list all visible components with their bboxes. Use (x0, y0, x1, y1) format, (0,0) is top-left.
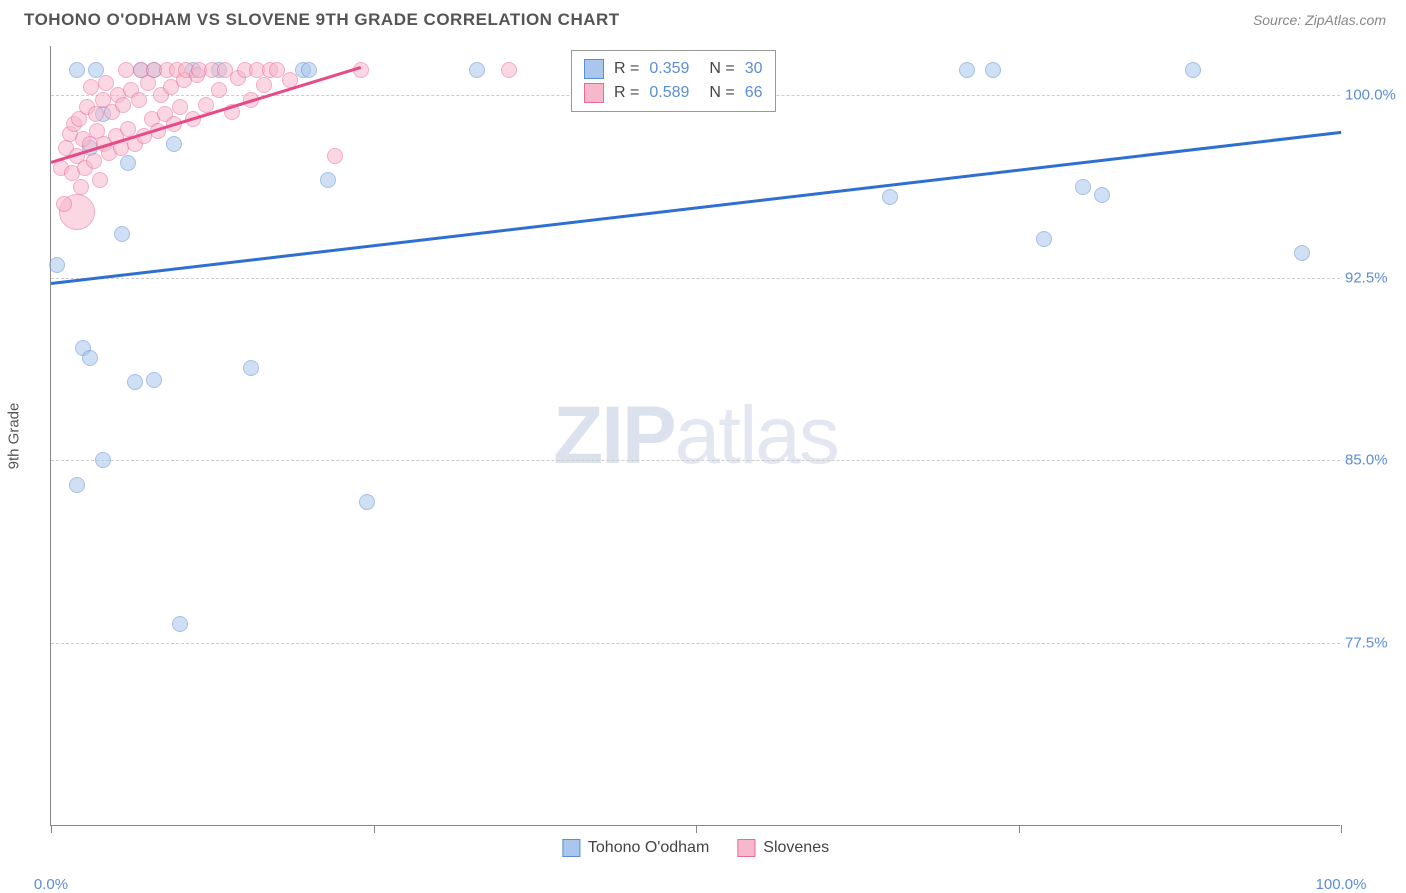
scatter-point (95, 452, 111, 468)
scatter-point (359, 494, 375, 510)
x-tick (374, 825, 375, 833)
watermark: ZIPatlas (553, 389, 838, 483)
scatter-point (166, 136, 182, 152)
x-tick-label: 0.0% (34, 876, 68, 893)
y-tick-label: 77.5% (1345, 635, 1400, 652)
legend-label: Slovenes (763, 839, 829, 857)
scatter-point (985, 62, 1001, 78)
x-tick (696, 825, 697, 833)
watermark-light: atlas (675, 390, 838, 481)
scatter-point (118, 62, 134, 78)
scatter-point (127, 374, 143, 390)
scatter-point (1075, 179, 1091, 195)
legend-swatch (737, 839, 755, 857)
legend-row: R = 0.589 N = 66 (584, 81, 763, 105)
x-tick (1019, 825, 1020, 833)
scatter-point (198, 97, 214, 113)
scatter-point (327, 148, 343, 164)
scatter-point (320, 172, 336, 188)
scatter-point (1185, 62, 1201, 78)
scatter-point (56, 196, 72, 212)
y-tick-label: 100.0% (1345, 86, 1400, 103)
scatter-point (88, 106, 104, 122)
scatter-point (959, 62, 975, 78)
scatter-point (1036, 231, 1052, 247)
legend-n-value: 30 (745, 60, 763, 78)
series-legend: Tohono O'odham Slovenes (562, 839, 829, 857)
scatter-point (1294, 245, 1310, 261)
scatter-point (86, 153, 102, 169)
chart-title: TOHONO O'ODHAM VS SLOVENE 9TH GRADE CORR… (24, 10, 620, 30)
gridline (51, 460, 1340, 461)
legend-r-value: 0.359 (649, 60, 689, 78)
x-tick (51, 825, 52, 833)
scatter-point (211, 82, 227, 98)
scatter-point (469, 62, 485, 78)
legend-label: Tohono O'odham (588, 839, 709, 857)
legend-item: Tohono O'odham (562, 839, 709, 857)
scatter-point (73, 179, 89, 195)
scatter-point (146, 372, 162, 388)
legend-r-label: R = (614, 84, 639, 102)
legend-r-label: R = (614, 60, 639, 78)
scatter-point (131, 92, 147, 108)
scatter-point (114, 226, 130, 242)
y-tick-label: 92.5% (1345, 269, 1400, 286)
scatter-point (1094, 187, 1110, 203)
scatter-point (115, 97, 131, 113)
gridline (51, 278, 1340, 279)
scatter-point (69, 477, 85, 493)
scatter-point (353, 62, 369, 78)
legend-n-label: N = (709, 60, 734, 78)
correlation-legend: R = 0.359 N = 30 R = 0.589 N = 66 (571, 50, 776, 112)
legend-swatch (584, 59, 604, 79)
scatter-point (82, 350, 98, 366)
scatter-point (92, 172, 108, 188)
scatter-point (501, 62, 517, 78)
scatter-point (69, 62, 85, 78)
watermark-bold: ZIP (553, 390, 675, 481)
scatter-point (256, 77, 272, 93)
scatter-point (172, 99, 188, 115)
scatter-point (301, 62, 317, 78)
legend-item: Slovenes (737, 839, 829, 857)
y-axis-label: 9th Grade (6, 403, 23, 470)
x-tick (1341, 825, 1342, 833)
scatter-point (243, 360, 259, 376)
legend-n-label: N = (709, 84, 734, 102)
y-tick-label: 85.0% (1345, 452, 1400, 469)
scatter-point (49, 257, 65, 273)
legend-swatch (584, 83, 604, 103)
chart-container: 9th Grade ZIPatlas R =0.359N =30R =0.589… (38, 46, 1390, 826)
plot-area: ZIPatlas R =0.359N =30R =0.589N =66 Toho… (50, 46, 1340, 826)
chart-header: TOHONO O'ODHAM VS SLOVENE 9TH GRADE CORR… (0, 0, 1406, 36)
scatter-point (120, 155, 136, 171)
legend-n-value: 66 (745, 84, 763, 102)
trendline (51, 131, 1341, 285)
scatter-point (882, 189, 898, 205)
gridline (51, 643, 1340, 644)
legend-row: R = 0.359 N = 30 (584, 57, 763, 81)
x-tick-label: 100.0% (1316, 876, 1367, 893)
legend-swatch (562, 839, 580, 857)
legend-r-value: 0.589 (649, 84, 689, 102)
source-attribution: Source: ZipAtlas.com (1253, 12, 1386, 28)
scatter-point (172, 616, 188, 632)
